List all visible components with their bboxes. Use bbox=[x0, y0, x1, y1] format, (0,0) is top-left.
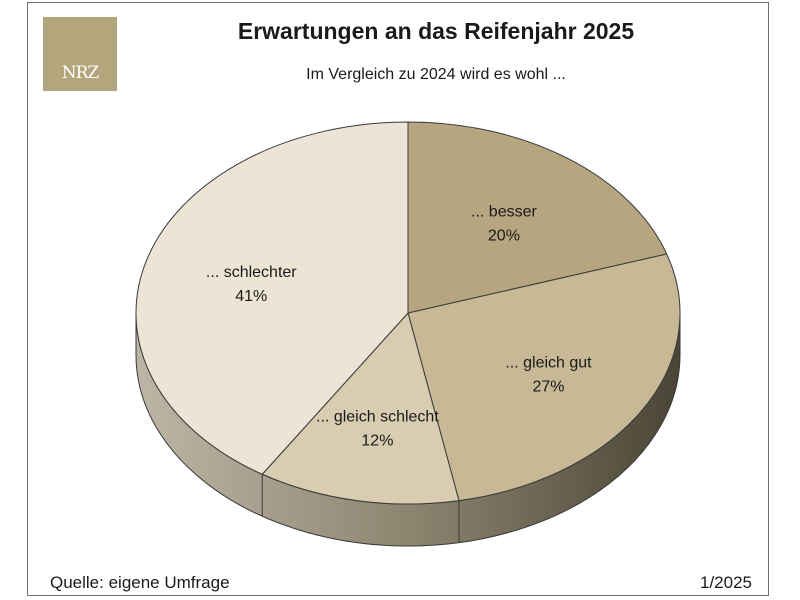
logo-text: NRZ bbox=[61, 63, 100, 83]
slice-label: ... gleich schlecht bbox=[316, 409, 439, 426]
pie-slice bbox=[135, 121, 409, 475]
slice-label: ... besser bbox=[471, 203, 537, 220]
nrz-logo: NRZ bbox=[43, 17, 117, 91]
pie-slice bbox=[261, 312, 460, 505]
date-note: 1/2025 bbox=[700, 573, 752, 592]
chart-subtitle: Im Vergleich zu 2024 wird es wohl ... bbox=[306, 66, 566, 83]
slice-label: ... gleich gut bbox=[505, 354, 592, 371]
slice-value: 41% bbox=[235, 288, 267, 305]
slice-label: ... schlechter bbox=[206, 264, 297, 281]
slice-value: 20% bbox=[488, 227, 520, 244]
slice-value: 27% bbox=[532, 378, 564, 395]
slice-value: 12% bbox=[361, 433, 393, 450]
chart-title: Erwartungen an das Reifenjahr 2025 bbox=[237, 18, 635, 44]
pie-slice bbox=[407, 121, 668, 314]
source-note: Quelle: eigene Umfrage bbox=[50, 573, 230, 592]
pie-slice bbox=[407, 253, 681, 502]
